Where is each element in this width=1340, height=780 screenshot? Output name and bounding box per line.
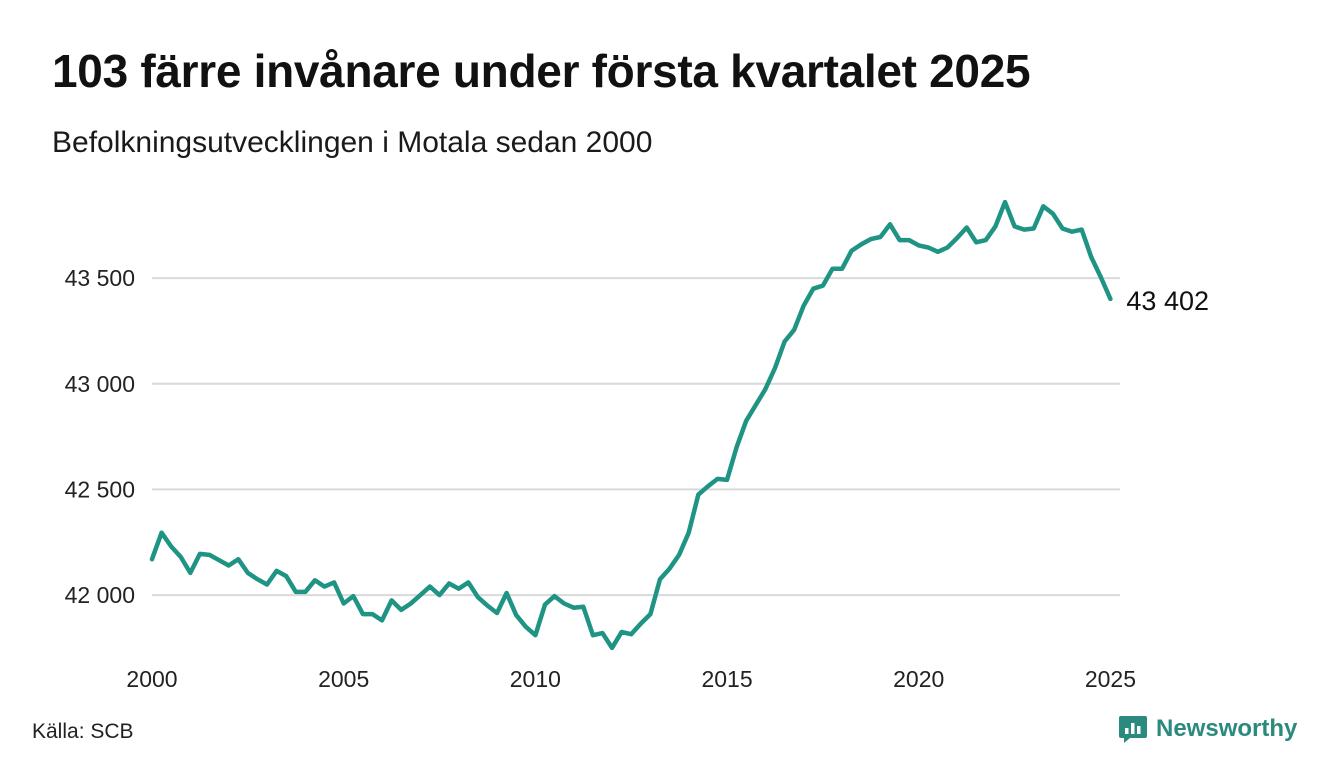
population-line [149,199,1113,651]
chart-subtitle: Befolkningsutvecklingen i Motala sedan 2… [52,126,653,159]
source-note: Källa: SCB [32,720,134,743]
x-tick-label: 2010 [510,666,561,692]
x-tick-label: 2015 [701,666,752,692]
y-tick-label: 42 500 [65,476,135,502]
gridlines [152,277,1120,597]
end-value-label: 43 402 [1126,286,1209,316]
y-tick-label: 43 000 [65,371,135,397]
x-tick-label: 2000 [126,666,177,692]
x-tick-label: 2020 [893,666,944,692]
chart-title: 103 färre invånare under första kvartale… [52,45,1031,97]
x-tick-label: 2025 [1085,666,1136,692]
x-axis: 2000 2005 2010 2015 2020 2025 [126,666,1136,692]
brand-logo: Newsworthy [1118,714,1297,744]
y-tick-label: 42 000 [65,582,135,608]
y-tick-label: 43 500 [65,265,135,291]
x-tick-label: 2005 [318,666,369,692]
brand-name: Newsworthy [1156,715,1298,742]
y-axis: 42 000 42 500 43 000 43 500 [65,265,135,608]
bar-chart-icon [1119,716,1147,743]
